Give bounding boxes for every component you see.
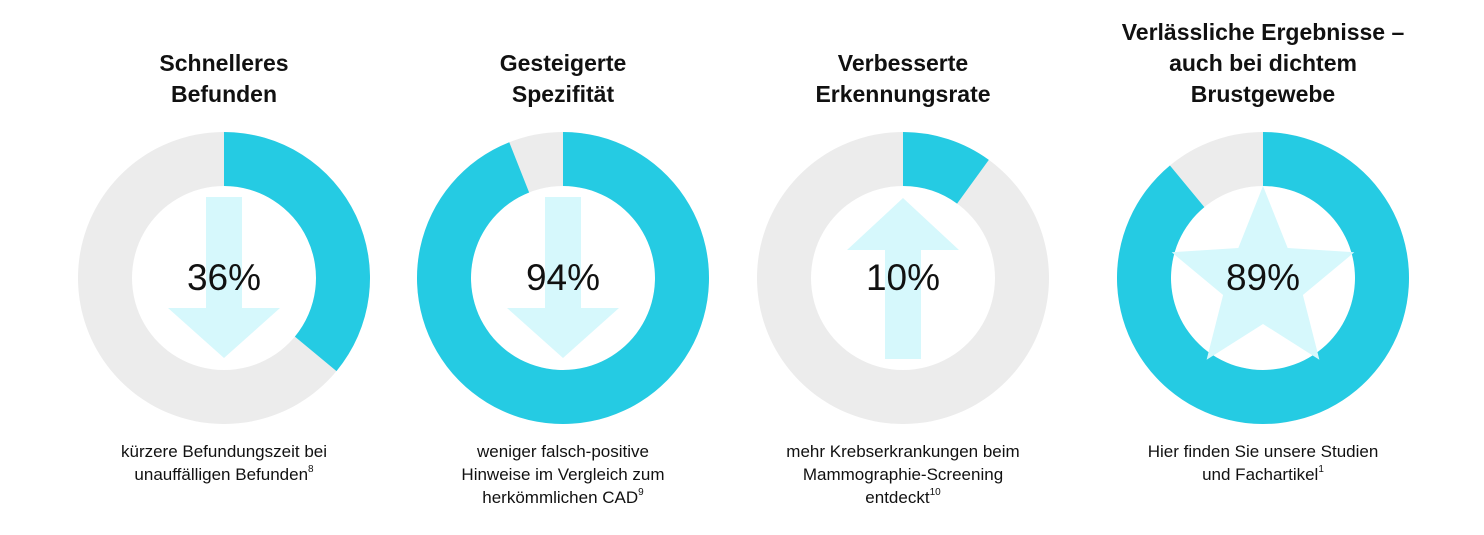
arrow-up-icon	[847, 198, 959, 359]
percent-label: 10%	[865, 257, 941, 298]
panel-caption: weniger falsch-positive Hinweise im Vergl…	[393, 440, 733, 509]
caption-text: weniger falsch-positive	[477, 442, 649, 461]
percent-label: 36%	[186, 257, 262, 298]
caption-line: weniger falsch-positive	[393, 440, 733, 463]
caption-text: mehr Krebserkrankungen beim	[786, 442, 1020, 461]
caption-line: herkömmlichen CAD9	[393, 486, 733, 509]
percent-label: 94%	[525, 257, 601, 298]
caption-text: unauffälligen Befunden	[134, 465, 309, 484]
donut-svg	[417, 132, 709, 424]
caption-text: und Fachartikel	[1202, 465, 1319, 484]
panel-caption: mehr Krebserkrankungen beim Mammographie-…	[733, 440, 1073, 509]
panel-title: Gesteigerte Spezifität	[393, 48, 733, 110]
donut-value-segment	[903, 132, 989, 204]
donut-chart: 94%	[417, 132, 709, 424]
donut-svg	[78, 132, 370, 424]
caption-line: mehr Krebserkrankungen beim	[733, 440, 1073, 463]
donut-track	[757, 132, 1049, 424]
percent-label: 89%	[1225, 257, 1301, 298]
caption-line: unauffälligen Befunden8	[54, 463, 394, 486]
donut-value-segment	[417, 132, 709, 424]
caption-line: Hier finden Sie unsere Studien	[1093, 440, 1433, 463]
arrow-down-icon	[507, 197, 619, 358]
caption-text: kürzere Befundungszeit bei	[120, 442, 328, 461]
caption-line: kürzere Befundungszeit bei	[54, 440, 394, 463]
caption-text: Hinweise im Vergleich zum	[461, 465, 665, 484]
panel-title-line: Erkennungsrate	[815, 81, 991, 107]
panel-title-line: Spezifität	[511, 81, 615, 107]
stat-panel-2: Gesteigerte Spezifität 94% weniger falsch-p…	[393, 0, 733, 535]
caption-text: Mammographie-Screening	[802, 465, 1004, 484]
footnote-marker: 1	[1318, 464, 1324, 476]
panel-title-line: Schnelleres	[159, 50, 289, 76]
donut-value-segment	[1117, 132, 1409, 424]
panel-title-line: Gesteigerte	[499, 50, 627, 76]
panel-title-line: Verlässliche Ergebnisse –	[1121, 19, 1405, 45]
caption-line: entdeckt10	[733, 486, 1073, 509]
star-icon	[1171, 186, 1355, 360]
donut-svg	[1117, 132, 1409, 424]
donut-value-segment	[224, 132, 370, 372]
footnote-marker: 9	[638, 487, 644, 499]
panel-title-line: auch bei dichtem	[1169, 50, 1357, 76]
stat-panel-1: Schnelleres Befunden 36% kürzere Befundungs…	[54, 0, 394, 535]
footnote-marker: 10	[929, 487, 941, 499]
caption-text: herkömmlichen CAD	[482, 488, 639, 507]
panel-caption: kürzere Befundungszeit bei unauffälligen …	[54, 440, 394, 486]
panel-caption: Hier finden Sie unsere Studien und Fachar…	[1093, 440, 1433, 486]
arrow-down-icon	[168, 197, 280, 358]
panel-title-line: Verbesserte	[837, 50, 969, 76]
caption-text: entdeckt	[865, 488, 930, 507]
panel-title: Verbesserte Erkennungsrate	[733, 48, 1073, 110]
panel-title: Schnelleres Befunden	[54, 48, 394, 110]
panel-title-line: Brustgewebe	[1190, 81, 1336, 107]
panel-title: Verlässliche Ergebnisse – auch bei dichte…	[1093, 17, 1433, 110]
caption-line: Hinweise im Vergleich zum	[393, 463, 733, 486]
stat-panel-3: Verbesserte Erkennungsrate 10% mehr Krebser…	[733, 0, 1073, 535]
donut-chart: 36%	[78, 132, 370, 424]
donut-chart: 10%	[757, 132, 1049, 424]
caption-line: Mammographie-Screening	[733, 463, 1073, 486]
footnote-marker: 8	[308, 464, 314, 476]
caption-text: Hier finden Sie unsere Studien	[1147, 442, 1379, 461]
panel-title-line: Befunden	[170, 81, 278, 107]
caption-line: und Fachartikel1	[1093, 463, 1433, 486]
donut-svg	[757, 132, 1049, 424]
donut-chart: 89%	[1117, 132, 1409, 424]
stat-panel-4: Verlässliche Ergebnisse – auch bei dichte…	[1093, 0, 1433, 535]
